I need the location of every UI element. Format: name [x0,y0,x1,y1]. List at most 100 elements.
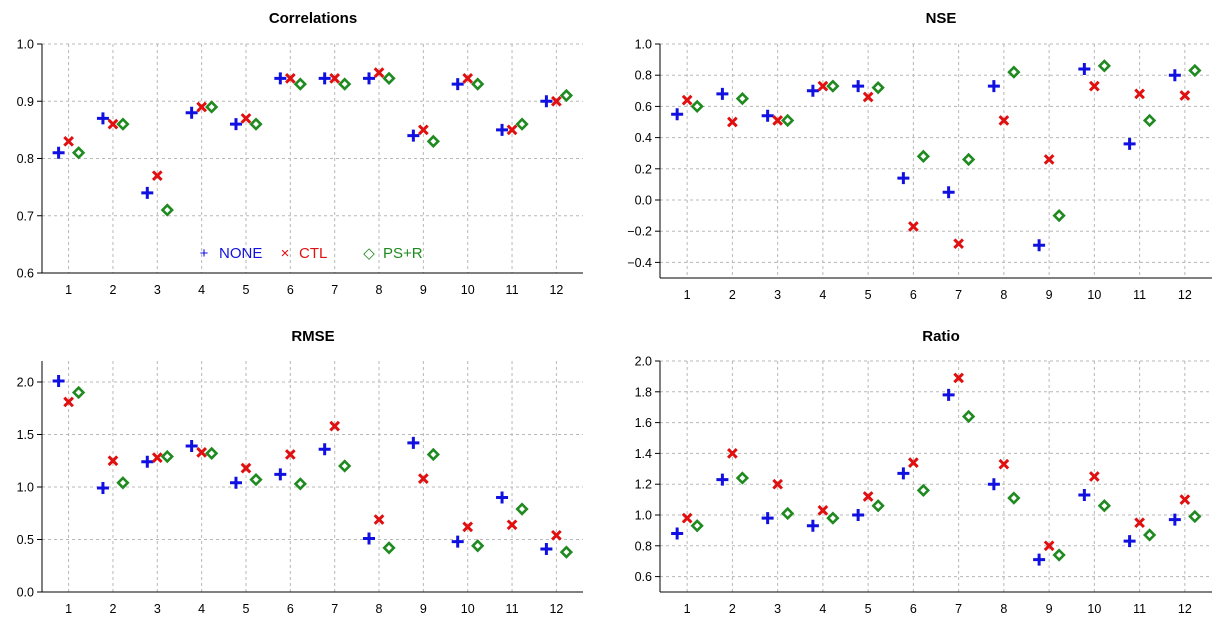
data-point-ctl [681,94,693,106]
data-point-ctl [329,72,341,84]
data-point-none [1168,69,1181,82]
data-point-none [716,473,729,486]
y-tick-label: −0.2 [627,225,652,239]
data-point-psr [961,152,976,167]
data-point-psr [1097,59,1111,73]
data-point-psr [1142,113,1157,128]
data-point-psr [1142,528,1157,542]
data-point-none [52,374,65,387]
data-point-ctl [772,478,783,490]
data-point-ctl [373,514,385,525]
data-point-psr [382,71,396,85]
plot-area-nse: −0.4−0.20.00.20.40.60.81.01 2 3 4 5 6 7 8 9 10 11 1… [627,38,1212,302]
data-point-none [806,84,819,97]
data-point-psr [249,117,263,131]
data-point-psr [735,91,750,106]
data-point-none [540,542,553,555]
data-point-ctl [151,170,163,182]
data-point-none [1033,553,1046,566]
legend-symbol-none: + [200,245,209,262]
legend-label-psr: PS+R [383,245,423,262]
y-tick-label: −0.4 [627,256,652,270]
data-point-ctl [284,449,296,460]
data-point-ctl [462,72,474,84]
x-tick-label: 5 [243,283,250,297]
data-point-none [185,440,198,453]
x-tick-label: 1 [684,288,691,302]
x-tick-label: 12 [1178,602,1192,616]
data-point-none [1123,137,1136,150]
data-point-ctl [1134,517,1145,529]
data-point-psr [690,519,704,533]
data-point-none [806,519,819,532]
data-point-none [852,509,865,521]
data-point-ctl [462,521,474,533]
x-tick-label: 9 [420,602,427,616]
data-point-psr [1007,65,1021,79]
data-point-none [318,72,331,85]
data-point-none [540,95,553,108]
data-point-ctl [727,116,738,128]
data-point-psr [426,134,440,148]
data-point-ctl [727,448,738,459]
x-tick-label: 7 [331,602,338,616]
data-point-psr [559,88,574,103]
data-point-psr [71,385,86,400]
data-point-psr [160,449,174,464]
x-tick-label: 4 [819,288,826,302]
x-tick-label: 2 [109,602,116,616]
data-point-ctl [240,462,252,474]
data-point-ctl [240,113,252,124]
y-tick-label: 0.4 [635,131,652,145]
data-point-none [1033,239,1046,252]
x-tick-label: 11 [506,602,519,616]
x-tick-label: 1 [684,602,691,616]
data-point-none [141,186,154,199]
data-point-psr [205,446,219,461]
x-tick-label: 8 [1000,288,1007,302]
data-point-psr [515,502,529,516]
y-tick-label: 1.0 [17,38,34,52]
panel-nse: NSE −0.4−0.20.00.20.40.60.81.01 2 3 4 5 6 7 8 9 1… [627,10,1212,302]
x-tick-label: 1 [65,283,72,297]
data-point-none [716,87,729,100]
data-point-none [496,491,509,504]
data-point-none [942,388,955,401]
data-point-ctl [151,452,163,463]
data-point-ctl [681,512,693,524]
data-point-psr [871,499,885,513]
data-point-none [897,172,910,185]
data-point-psr [293,77,307,91]
x-tick-label: 7 [331,283,338,297]
x-tick-label: 2 [729,602,736,616]
x-tick-label: 10 [461,602,475,616]
data-point-psr [1052,548,1066,562]
data-point-none [96,112,109,125]
x-tick-label: 11 [1133,288,1146,302]
x-tick-label: 11 [506,283,519,297]
panel-title-nse: NSE [926,10,957,27]
x-tick-label: 8 [1000,602,1007,616]
data-point-ctl [998,115,1010,126]
data-point-ctl [107,118,119,130]
y-tick-label: 0.8 [635,69,652,83]
y-tick-label: 1.0 [635,38,652,52]
x-tick-label: 12 [1178,288,1192,302]
data-point-ctl [1043,540,1055,552]
plot-area-rmse: 0.00.51.01.52.01 2 3 4 5 6 7 8 9 10 11 12 [17,361,583,616]
data-point-none [363,72,376,85]
x-tick-label: 6 [910,602,917,616]
data-point-none [363,532,376,545]
data-point-psr [1097,499,1111,513]
x-tick-label: 4 [198,283,205,297]
y-tick-label: 0.2 [635,162,652,176]
data-point-psr [1188,63,1202,78]
data-point-ctl [908,457,919,469]
legend-symbol-ctl: × [281,245,290,262]
y-tick-label: 0.6 [635,570,652,584]
data-point-ctl [953,238,964,250]
y-tick-label: 2.0 [635,355,652,369]
legend-label-none: NONE [219,245,262,262]
data-point-ctl [1088,471,1100,482]
